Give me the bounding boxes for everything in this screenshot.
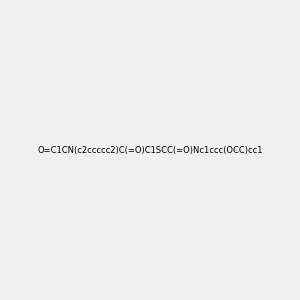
Text: O=C1CN(c2ccccc2)C(=O)C1SCC(=O)Nc1ccc(OCC)cc1: O=C1CN(c2ccccc2)C(=O)C1SCC(=O)Nc1ccc(OCC… xyxy=(37,146,263,154)
